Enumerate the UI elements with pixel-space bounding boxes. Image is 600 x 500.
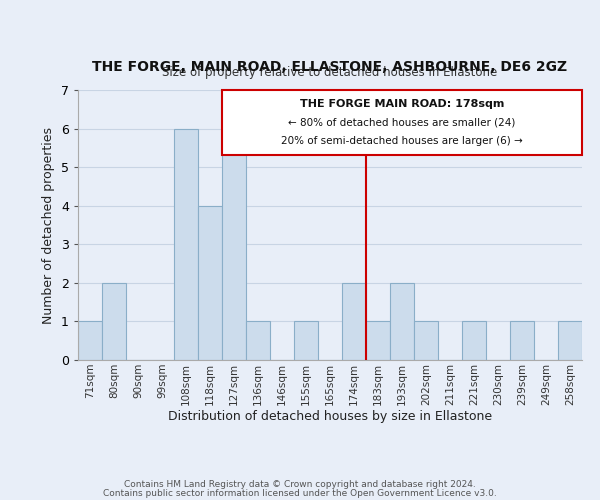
Title: THE FORGE, MAIN ROAD, ELLASTONE, ASHBOURNE, DE6 2GZ: THE FORGE, MAIN ROAD, ELLASTONE, ASHBOUR… [92, 60, 568, 74]
Bar [246, 322, 270, 360]
Bar [462, 322, 486, 360]
Text: Contains HM Land Registry data © Crown copyright and database right 2024.: Contains HM Land Registry data © Crown c… [124, 480, 476, 489]
Bar [222, 128, 246, 360]
Bar [558, 322, 582, 360]
Bar [78, 322, 102, 360]
FancyBboxPatch shape [221, 90, 582, 155]
Bar [102, 283, 126, 360]
Y-axis label: Number of detached properties: Number of detached properties [43, 126, 55, 324]
Text: Size of property relative to detached houses in Ellastone: Size of property relative to detached ho… [163, 66, 497, 79]
Text: THE FORGE MAIN ROAD: 178sqm: THE FORGE MAIN ROAD: 178sqm [299, 100, 504, 110]
Text: 20% of semi-detached houses are larger (6) →: 20% of semi-detached houses are larger (… [281, 136, 523, 145]
Bar [510, 322, 534, 360]
X-axis label: Distribution of detached houses by size in Ellastone: Distribution of detached houses by size … [168, 410, 492, 424]
Text: ← 80% of detached houses are smaller (24): ← 80% of detached houses are smaller (24… [288, 118, 515, 128]
Bar [198, 206, 222, 360]
Bar [366, 322, 390, 360]
Bar [342, 283, 366, 360]
Bar [414, 322, 438, 360]
Bar [390, 283, 414, 360]
Bar [294, 322, 318, 360]
Bar [174, 128, 198, 360]
Text: Contains public sector information licensed under the Open Government Licence v3: Contains public sector information licen… [103, 489, 497, 498]
